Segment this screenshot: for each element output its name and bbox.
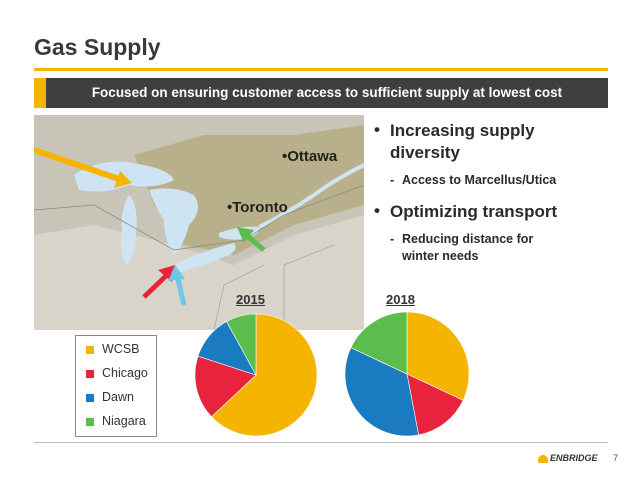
chart-legend: WCSB Chicago Dawn Niagara: [75, 335, 157, 437]
pie-slice-wcsb: [211, 313, 318, 437]
city-ottawa: •Ottawa: [282, 148, 338, 165]
banner-accent: [34, 78, 46, 108]
wcsb-arrow: [34, 147, 132, 188]
legend-label: Dawn: [102, 390, 134, 404]
pie-slice-dawn: [344, 347, 419, 437]
dawn-arrow: [168, 265, 187, 306]
legend-item: WCSB: [86, 342, 140, 356]
pie-2018-title: 2018: [386, 292, 415, 307]
footer-divider: [34, 442, 608, 443]
legend-item: Niagara: [86, 414, 146, 428]
legend-swatch: [86, 417, 94, 426]
pie-chart-2015: [194, 313, 318, 437]
bullet-1-sub: Access to Marcellus/Utica: [402, 173, 557, 187]
page-title: Gas Supply: [34, 34, 161, 60]
subtitle-banner: Focused on ensuring customer access to s…: [34, 78, 608, 108]
niagara-arrow: [237, 227, 266, 252]
legend-label: WCSB: [102, 342, 140, 356]
bullet-1: Increasing supply diversity: [390, 121, 535, 162]
legend-swatch: [86, 393, 94, 402]
city-toronto: •Toronto: [227, 199, 288, 216]
bullet-2-sub: Reducing distance for winter needs: [402, 232, 534, 263]
pie-2015-title: 2015: [236, 292, 265, 307]
legend-label: Chicago: [102, 366, 148, 380]
bullet-2: Optimizing transport: [390, 202, 558, 221]
pie-slice-niagara: [350, 311, 408, 375]
pie-chart-2018: [344, 311, 470, 437]
flame-icon: [538, 454, 548, 463]
enbridge-logo: ENBRIDGE: [538, 453, 598, 463]
legend-swatch: [86, 345, 94, 354]
legend-swatch: [86, 369, 94, 378]
title-underline: [34, 68, 608, 71]
bullet-list: • Increasing supply diversity - Access t…: [372, 120, 622, 265]
legend-item: Chicago: [86, 366, 148, 380]
legend-label: Niagara: [102, 414, 146, 428]
great-lakes-map: [34, 115, 364, 330]
pie-slice-chicago: [406, 373, 464, 436]
pie-slice-niagara: [226, 313, 257, 376]
pie-slice-wcsb: [406, 311, 470, 401]
page-number: 7: [613, 453, 619, 463]
legend-item: Dawn: [86, 390, 134, 404]
pie-slice-chicago: [194, 355, 257, 418]
banner-text: Focused on ensuring customer access to s…: [91, 85, 563, 100]
